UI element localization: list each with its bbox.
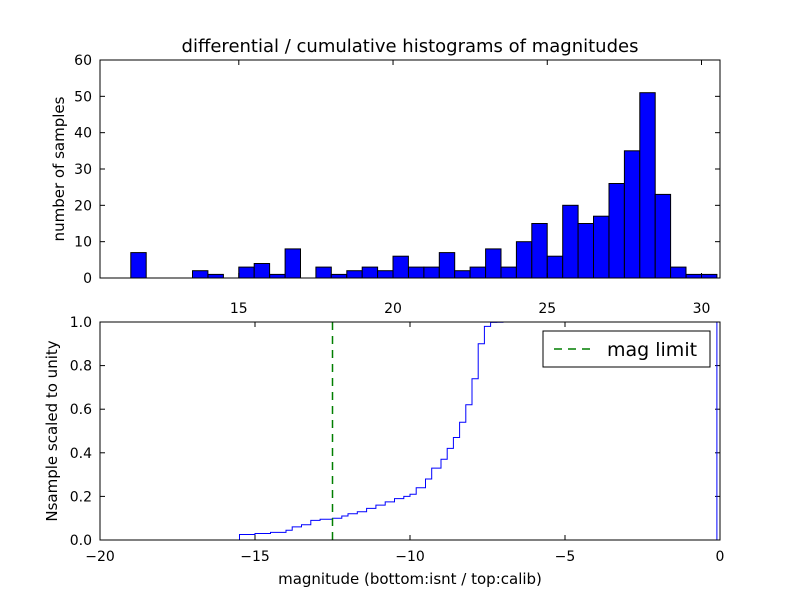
- histogram-bar: [269, 273, 286, 279]
- histogram-bar: [515, 241, 533, 279]
- histogram-bar: [701, 273, 718, 279]
- bottom-y-tick-label: 0.4: [70, 446, 92, 462]
- bottom-axes-frame: [99, 321, 721, 541]
- histogram-bar: [593, 215, 610, 279]
- legend-mag-limit-label: mag limit: [607, 339, 697, 361]
- bottom-y-tick-label: 0.8: [70, 359, 92, 375]
- top-y-tick-label: 10: [74, 235, 92, 251]
- histogram-bar: [623, 150, 641, 279]
- top-y-tick-label: 50: [74, 89, 92, 105]
- top-y-tick-label: 30: [74, 162, 92, 178]
- bottom-x-tick-label: −15: [240, 549, 270, 565]
- histogram-bar: [377, 270, 394, 279]
- histogram-bar: [284, 248, 302, 279]
- legend: mag limit: [542, 330, 711, 368]
- histogram-bar: [546, 255, 564, 279]
- histogram-bar: [608, 183, 625, 279]
- top-x-tick-label: 15: [230, 301, 248, 317]
- bottom-cumulative-panel: 0.0 0.2 0.4 0.6 0.8 1.0 −20 −15 −10 −5 0 magnitude…: [43, 315, 724, 588]
- histogram-bar: [531, 223, 548, 279]
- top-histogram-bars: [130, 92, 718, 279]
- top-x-tick-label: 30: [693, 301, 711, 317]
- histogram-bar: [670, 266, 687, 279]
- histogram-bar: [408, 266, 425, 279]
- top-y-tick-label: 20: [74, 198, 92, 214]
- histogram-bar: [562, 204, 579, 279]
- top-axis-ticks: 0 10 20 30 40 50 60 15 20 25 30: [74, 53, 720, 317]
- histogram-bar: [253, 263, 271, 279]
- histogram-bar: [685, 273, 702, 279]
- top-histogram-panel: differential / cumulative histograms of …: [50, 36, 721, 317]
- histogram-bar: [346, 270, 363, 279]
- top-x-tick-label: 20: [384, 301, 402, 317]
- bottom-y-tick-label: 0.0: [70, 533, 92, 549]
- histogram-bar: [639, 92, 656, 279]
- histogram-bar: [392, 255, 409, 279]
- histogram-bar: [192, 270, 209, 279]
- histogram-bar: [238, 266, 255, 279]
- bottom-x-tick-label: −5: [555, 549, 576, 565]
- bottom-y-tick-label: 1.0: [70, 315, 92, 331]
- histogram-bar: [654, 193, 672, 279]
- histogram-bar: [485, 248, 502, 279]
- top-x-tick-label: 25: [538, 301, 556, 317]
- chart-title: differential / cumulative histograms of …: [182, 36, 639, 57]
- bottom-y-tick-label: 0.6: [70, 402, 92, 418]
- histogram-bar: [454, 270, 471, 279]
- histogram-bar: [330, 273, 348, 279]
- top-y-tick-label: 60: [74, 53, 92, 69]
- histogram-bar: [577, 223, 594, 279]
- top-y-tick-label: 40: [74, 126, 92, 142]
- histogram-bar: [423, 266, 440, 279]
- bottom-x-axis-label: magnitude (bottom:isnt / top:calib): [278, 570, 542, 588]
- histogram-bar: [500, 266, 517, 279]
- top-axes-frame: [99, 59, 721, 279]
- histogram-bar: [315, 266, 332, 279]
- top-y-axis-label: number of samples: [50, 96, 68, 241]
- bottom-x-tick-label: −20: [85, 549, 115, 565]
- top-y-tick-label: 0: [83, 271, 92, 287]
- bottom-x-tick-label: 0: [716, 549, 725, 565]
- histogram-bar: [438, 252, 456, 279]
- bottom-axis-ticks: 0.0 0.2 0.4 0.6 0.8 1.0 −20 −15 −10 −5 0: [70, 315, 725, 565]
- histogram-bar: [361, 266, 379, 279]
- bottom-x-tick-label: −10: [395, 549, 425, 565]
- histogram-bar: [469, 266, 487, 279]
- bottom-y-axis-label: Nsample scaled to unity: [43, 340, 61, 521]
- histogram-bar: [130, 252, 147, 279]
- bottom-y-tick-label: 0.2: [70, 489, 92, 505]
- histogram-bar: [207, 273, 224, 279]
